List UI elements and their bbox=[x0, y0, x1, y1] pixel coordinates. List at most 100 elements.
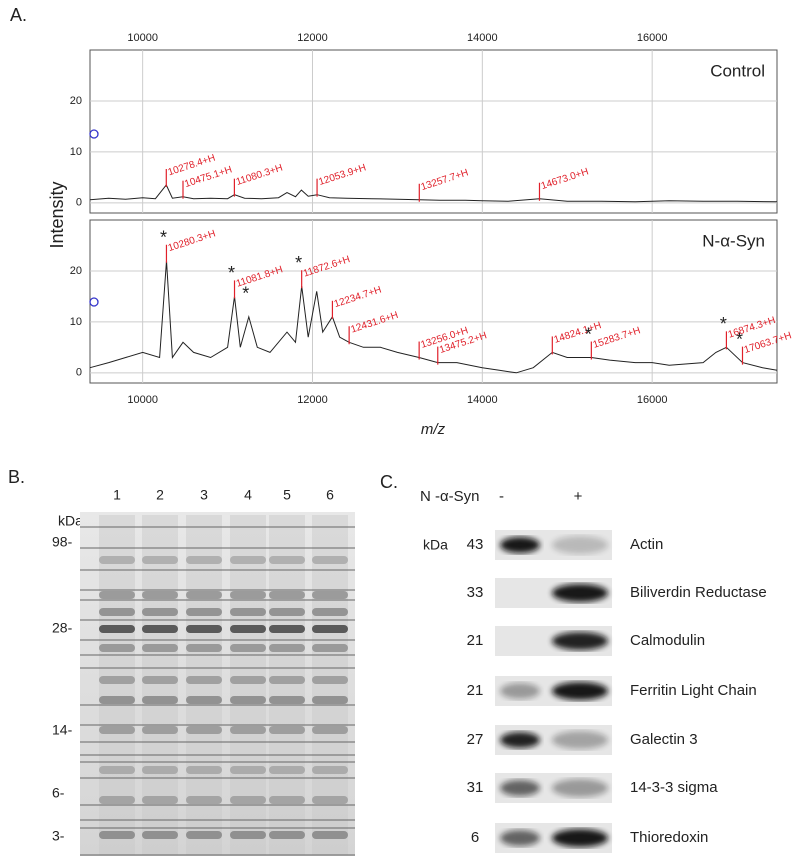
kda-label: 21 bbox=[467, 632, 484, 649]
blot-band bbox=[500, 537, 540, 553]
gel-band bbox=[230, 726, 266, 734]
gel-band bbox=[186, 676, 222, 684]
kda-label: 6 bbox=[471, 829, 479, 846]
gel-band bbox=[312, 726, 348, 734]
gel-band bbox=[142, 591, 178, 599]
gel-band bbox=[142, 644, 178, 652]
gel-lane bbox=[312, 515, 348, 855]
gel-band bbox=[230, 766, 266, 774]
x-tick-label: 10000 bbox=[127, 32, 158, 44]
spectrum-trace bbox=[89, 260, 778, 374]
gel-band bbox=[99, 676, 135, 684]
gel-band bbox=[312, 556, 348, 564]
plot-frame bbox=[89, 49, 778, 214]
unit-label: kDa bbox=[58, 513, 83, 529]
condition-label: N -α-Syn bbox=[420, 488, 480, 505]
x-tick-label: 16000 bbox=[637, 32, 668, 44]
icon bbox=[89, 297, 99, 307]
protein-label: Galectin 3 bbox=[630, 731, 698, 748]
gel-band bbox=[99, 796, 135, 804]
lane-label: 1 bbox=[113, 487, 121, 503]
blot-band bbox=[500, 830, 540, 846]
gel-band bbox=[186, 796, 222, 804]
lane-label: 5 bbox=[283, 487, 291, 503]
peak-annotation: * bbox=[736, 329, 743, 349]
gel-band bbox=[99, 644, 135, 652]
gel-band bbox=[269, 766, 305, 774]
marker-label: 98- bbox=[52, 534, 73, 550]
x-tick-label: 12000 bbox=[297, 394, 328, 406]
x-tick-label: 14000 bbox=[467, 394, 498, 406]
gel-band bbox=[99, 591, 135, 599]
gel-band bbox=[269, 644, 305, 652]
gel-band bbox=[230, 644, 266, 652]
gel-band bbox=[230, 625, 266, 633]
spectrum-name: N-α-Syn bbox=[702, 231, 765, 250]
gel-band bbox=[142, 556, 178, 564]
marker-label: 14- bbox=[52, 722, 73, 738]
gel-band bbox=[142, 726, 178, 734]
gel-band bbox=[312, 591, 348, 599]
y-tick-label: 10 bbox=[70, 146, 82, 158]
gel-band bbox=[99, 625, 135, 633]
blot-band bbox=[552, 682, 608, 700]
marker-label: 6- bbox=[52, 785, 65, 801]
protein-label: Biliverdin Reductase bbox=[630, 584, 767, 601]
gel-band bbox=[269, 796, 305, 804]
x-axis-label: m/z bbox=[421, 421, 446, 438]
protein-label: 14-3-3 sigma bbox=[630, 779, 718, 796]
kda-label: 33 bbox=[467, 584, 484, 601]
lane-label: 6 bbox=[326, 487, 334, 503]
peak-annotation: * bbox=[295, 253, 302, 273]
marker-label: 28- bbox=[52, 620, 73, 636]
x-tick-label: 12000 bbox=[297, 32, 328, 44]
gel-band bbox=[186, 766, 222, 774]
kda-label: 27 bbox=[467, 731, 484, 748]
plus-label: + bbox=[574, 488, 583, 505]
icon bbox=[89, 129, 99, 139]
gel-band bbox=[142, 608, 178, 616]
gel-band bbox=[99, 556, 135, 564]
gel-band bbox=[186, 608, 222, 616]
gel-band bbox=[269, 676, 305, 684]
gel-band bbox=[312, 831, 348, 839]
kda-label: 21 bbox=[467, 682, 484, 699]
gel-band bbox=[230, 696, 266, 704]
peak-annotation: * bbox=[160, 228, 167, 248]
gel-band bbox=[142, 766, 178, 774]
gel-band bbox=[269, 556, 305, 564]
gel-band bbox=[142, 696, 178, 704]
y-axis-label: Intensity bbox=[47, 181, 67, 248]
y-tick-label: 0 bbox=[76, 197, 82, 209]
y-tick-label: 0 bbox=[76, 367, 82, 379]
gel-band bbox=[186, 726, 222, 734]
gel-band bbox=[269, 696, 305, 704]
gel-band bbox=[269, 608, 305, 616]
gel-band bbox=[142, 676, 178, 684]
gel-band bbox=[99, 726, 135, 734]
gel-lane bbox=[142, 515, 178, 855]
peak-annotation: * bbox=[720, 314, 727, 334]
peak-annotation: * bbox=[585, 324, 592, 344]
gel-lane bbox=[99, 515, 135, 855]
blot-band bbox=[500, 780, 540, 796]
gel-band bbox=[312, 644, 348, 652]
kda-label: 31 bbox=[467, 779, 484, 796]
gel-band bbox=[269, 726, 305, 734]
gel-band bbox=[312, 796, 348, 804]
protein-label: Ferritin Light Chain bbox=[630, 682, 757, 699]
gel-band bbox=[186, 831, 222, 839]
x-tick-label: 10000 bbox=[127, 394, 158, 406]
protein-label: Thioredoxin bbox=[630, 829, 708, 846]
plot-frame bbox=[89, 219, 778, 384]
gel-band bbox=[142, 625, 178, 633]
marker-label: 3- bbox=[52, 828, 65, 844]
blot-band bbox=[552, 584, 608, 602]
blot-band bbox=[552, 632, 608, 650]
gel-band bbox=[230, 676, 266, 684]
gel-band bbox=[269, 625, 305, 633]
lane-label: 2 bbox=[156, 487, 164, 503]
x-tick-label: 16000 bbox=[637, 394, 668, 406]
